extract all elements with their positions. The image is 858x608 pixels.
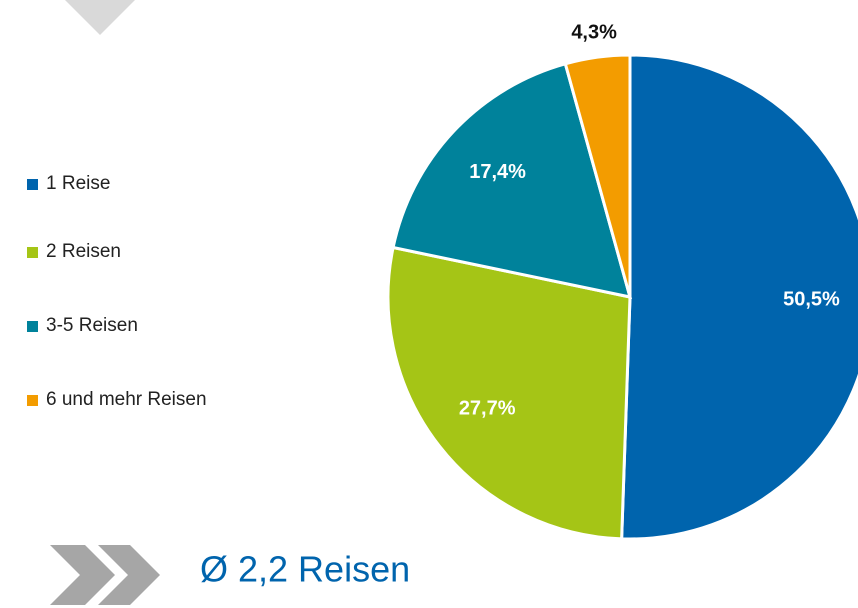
pie-slice [386, 245, 632, 541]
legend-label: 6 und mehr Reisen [46, 389, 207, 410]
legend-label: 1 Reise [46, 173, 110, 194]
legend-swatch [27, 179, 38, 190]
decor-arrow [98, 545, 160, 605]
legend-swatch [27, 395, 38, 406]
decor-arrow [50, 545, 115, 605]
legend-swatch [27, 247, 38, 258]
data-label: 50,5% [783, 288, 840, 310]
decor-chevron [65, 0, 135, 35]
pie-slice [391, 61, 633, 299]
legend-swatch [27, 321, 38, 332]
legend-label: 2 Reisen [46, 241, 121, 262]
annotation: Ø 2,2 Reisen [200, 549, 410, 590]
data-label: 4,3% [571, 22, 617, 44]
data-label: 27,7% [459, 397, 516, 419]
pie-slice [563, 53, 632, 298]
legend-label: 3-5 Reisen [46, 315, 138, 336]
data-label: 17,4% [469, 161, 526, 183]
pie-slice [620, 53, 858, 541]
